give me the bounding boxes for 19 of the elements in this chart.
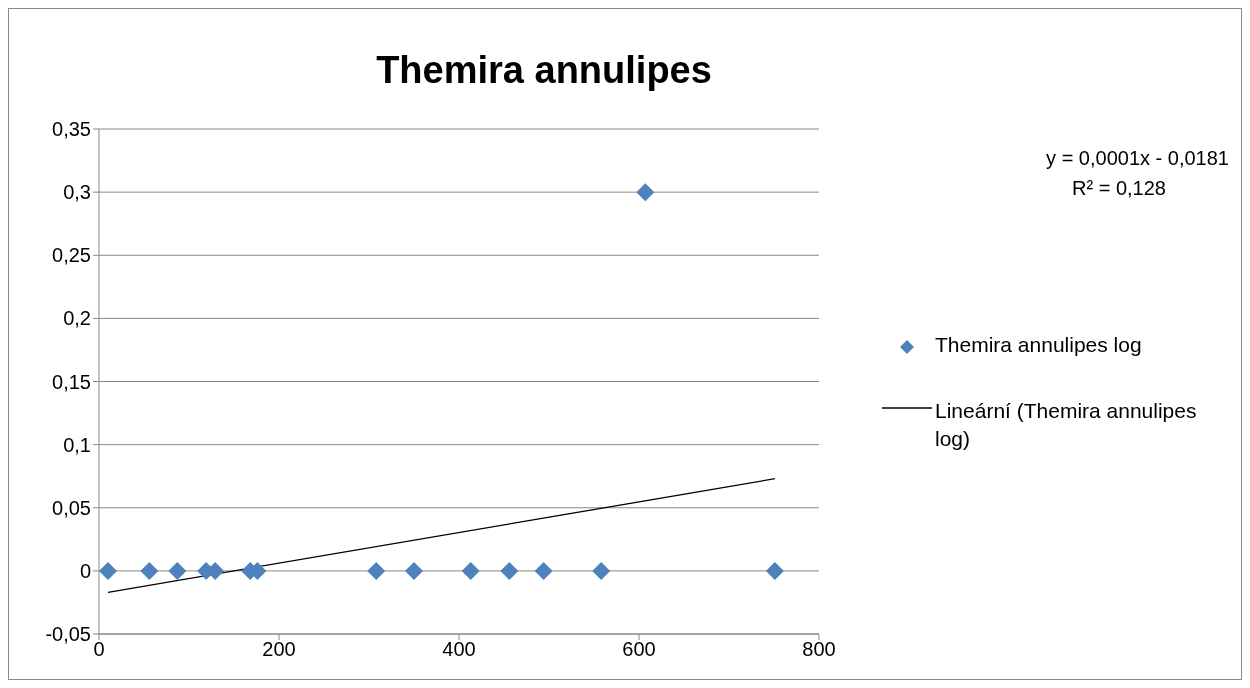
y-tick-label: 0,05 [52,496,91,519]
legend-label: Themira annulipes log [935,332,1143,358]
x-tick-label: 600 [622,638,656,661]
y-tick-label: 0,3 [63,181,91,204]
y-tick-label: 0 [79,559,91,582]
y-tick-label: 0,1 [63,433,91,456]
text: y = 0,0001x - 0,0181 [1045,147,1229,170]
y-tick-label: 0,2 [63,307,91,330]
y-tick-label: 0,15 [52,370,91,393]
y-tick-label: 0,25 [52,244,91,267]
x-tick-label: 0 [93,638,105,661]
legend-label: Lineární (Themira annulipes log) [935,398,1198,452]
chart-title: Themira annulipes [375,49,713,92]
text: R² = 0,128 [1071,177,1167,200]
y-tick-label: 0,35 [52,118,91,141]
x-tick-label: 200 [262,638,296,661]
y-tick-label: -0,05 [45,623,91,646]
x-tick-label: 800 [802,638,836,661]
x-tick-label: 400 [442,638,476,661]
